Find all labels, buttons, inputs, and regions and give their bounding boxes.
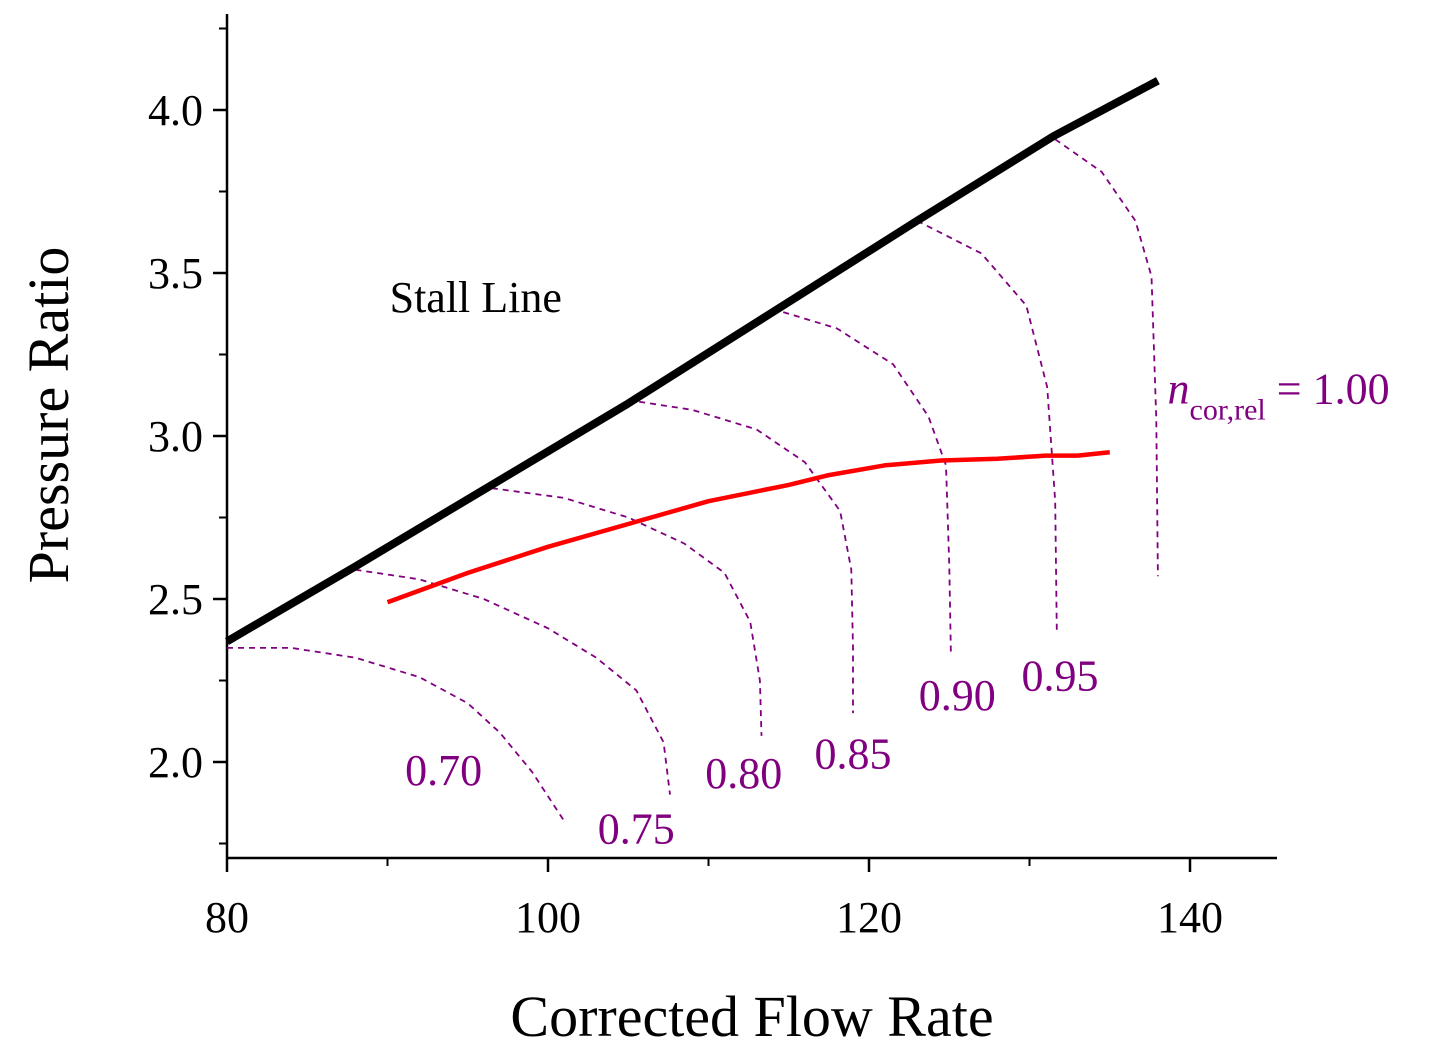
main-lines (224, 77, 1160, 645)
speed-label-0-95: 0.95 (1021, 651, 1098, 700)
speed-line-0-70 (227, 647, 565, 822)
y-tick-label: 2.5 (148, 575, 203, 624)
x-tick-label: 80 (205, 893, 249, 942)
y-tick-label: 4.0 (148, 86, 203, 135)
y-tick-label: 3.0 (148, 412, 203, 461)
speed-label-0-75: 0.75 (598, 805, 675, 854)
speed-lines (227, 138, 1159, 822)
speed-line-0-85 (628, 399, 854, 714)
ncor-symbol: n (1168, 364, 1190, 413)
axes (225, 14, 1277, 860)
speed-label-0-70: 0.70 (405, 746, 482, 795)
speed-label-0-90: 0.90 (919, 671, 996, 720)
ticks: 80 100 120 140 2.0 2.5 3.0 3.5 4.0 (148, 27, 1223, 942)
y-axis-title: Pressure Ratio (16, 247, 81, 584)
ncor-rel-label: ncor,rel = 1.00 (1168, 364, 1390, 426)
y-tick-label: 3.5 (148, 249, 203, 298)
speed-label-0-80: 0.80 (705, 749, 782, 798)
x-axis-title: Corrected Flow Rate (510, 984, 993, 1049)
ncor-subscript: cor,rel (1190, 393, 1266, 426)
stall-line (224, 77, 1160, 645)
speed-label-0-85: 0.85 (814, 730, 891, 779)
speed-line-1-00 (1054, 138, 1159, 577)
speed-line-0-90 (772, 308, 952, 655)
speed-line-0-95 (916, 219, 1058, 632)
y-tick-label: 2.0 (148, 738, 203, 787)
labels: 0.70 0.75 0.80 0.85 0.90 0.95 Stall Line ncor,r… (390, 273, 1390, 853)
stall-line-label: Stall Line (390, 273, 562, 322)
speed-line-0-75 (355, 568, 671, 795)
x-tick-label: 100 (515, 893, 581, 942)
ncor-value: = 1.00 (1266, 364, 1390, 413)
x-tick-label: 140 (1157, 893, 1223, 942)
operating-line (386, 450, 1111, 605)
x-tick-label: 120 (836, 893, 902, 942)
speed-line-0-80 (491, 487, 763, 736)
